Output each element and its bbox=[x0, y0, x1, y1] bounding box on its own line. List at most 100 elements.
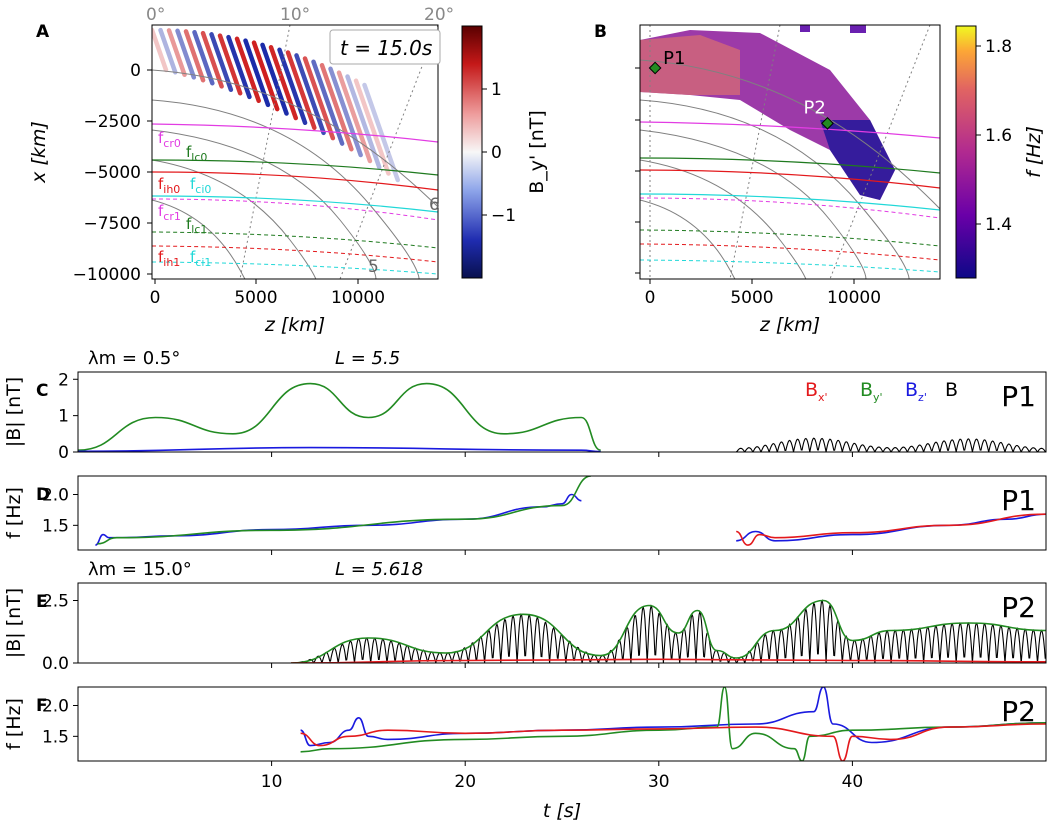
series-bz bbox=[95, 493, 582, 546]
panel-a-label: A bbox=[36, 22, 50, 42]
field-line-l1 bbox=[640, 59, 940, 210]
panel-a-xlabel: z [km] bbox=[264, 314, 325, 336]
y-axis-label: |B| [nT] bbox=[3, 588, 25, 658]
y-axis-label: |B| [nT] bbox=[3, 377, 25, 447]
wave-stripe bbox=[302, 56, 336, 141]
panel-label: D bbox=[36, 485, 50, 505]
y-tick-label: 2.0 bbox=[42, 697, 69, 717]
wave-stripe bbox=[183, 29, 206, 83]
legend-entry: By' bbox=[860, 379, 883, 404]
point-markers: P1 P2 bbox=[648, 48, 834, 130]
flc1-curve bbox=[640, 229, 940, 247]
series-by bbox=[290, 599, 1046, 663]
y-axis-label: f [Hz] bbox=[3, 698, 25, 750]
wave-stripe bbox=[192, 29, 215, 86]
panel-label: F bbox=[36, 696, 48, 716]
panel-a-ylabel: x [km] bbox=[28, 121, 50, 184]
field-line-l3 bbox=[152, 129, 377, 279]
time-box: t = 15.0s bbox=[329, 29, 441, 65]
colorbar-a-tick: −1 bbox=[491, 206, 516, 226]
x-axis-label: t [s] bbox=[543, 800, 581, 822]
panel-a: A t = 15.0s bbox=[28, 5, 548, 336]
panel-d: Df [Hz] 1.5 2.0 P1 bbox=[3, 475, 1047, 555]
y-tick-label: 1.5 bbox=[42, 516, 69, 536]
field-line-l4 bbox=[152, 159, 317, 279]
field-line-l5 bbox=[152, 199, 246, 279]
panel-b-xlabel: z [km] bbox=[759, 314, 820, 336]
point-label-p1: P1 bbox=[663, 48, 685, 69]
fcr1-curve bbox=[152, 198, 438, 221]
panel-f: Ff [Hz] 1.5 2.0 10 20 30 40 t [s] P2 bbox=[3, 686, 1047, 822]
plot-area bbox=[78, 382, 1046, 452]
y-tick: −10000 bbox=[73, 265, 141, 285]
plot-frame bbox=[77, 475, 1047, 551]
wave-stripe bbox=[285, 50, 317, 130]
series-bz bbox=[736, 513, 1046, 542]
fcr0-curve bbox=[640, 121, 940, 139]
y-tick: −7500 bbox=[83, 214, 141, 234]
legend-entry: Bx' bbox=[805, 379, 828, 404]
x-tick: 0 bbox=[645, 288, 656, 308]
wave-stripe bbox=[158, 27, 178, 75]
wave-stripe bbox=[166, 28, 187, 78]
series-bx bbox=[300, 723, 1046, 761]
legend-entry: Bz' bbox=[905, 379, 927, 404]
wave-stripe bbox=[217, 33, 243, 96]
point-tag: P1 bbox=[1001, 484, 1036, 517]
series-bz bbox=[78, 446, 601, 452]
wave-stripe bbox=[268, 44, 299, 121]
point-marker-p1 bbox=[648, 61, 662, 75]
wave-stripe bbox=[353, 78, 391, 176]
field-line-l1 bbox=[152, 69, 438, 208]
latitude-line-10 bbox=[239, 25, 291, 279]
lat-tick-10: 10° bbox=[280, 5, 310, 25]
point-tag: P2 bbox=[1001, 591, 1036, 624]
series-bz bbox=[300, 687, 1046, 747]
plot-frame bbox=[77, 371, 1047, 453]
wave-stripe bbox=[319, 62, 354, 152]
colorbar-a: 1 0 −1 B_y' [nT] bbox=[461, 25, 548, 279]
plot-frame bbox=[77, 582, 1047, 664]
series-b-oscillation bbox=[736, 437, 1046, 452]
y-tick: −5000 bbox=[83, 163, 141, 183]
fcr1-curve bbox=[640, 197, 940, 219]
y-tick-label: 0 bbox=[58, 443, 69, 463]
y-tick-label: 1.5 bbox=[42, 727, 69, 747]
flc0-curve bbox=[152, 159, 438, 176]
series-by bbox=[97, 476, 592, 545]
colorbar-b-tick: 1.8 bbox=[985, 37, 1012, 57]
frequency-map-speck bbox=[800, 25, 810, 32]
flc0-curve bbox=[640, 157, 940, 174]
field-line-l4 bbox=[640, 159, 807, 279]
colorbar-a-tick: 0 bbox=[491, 143, 502, 163]
panel-a-y-axis: 0 −2500 −5000 −7500 −10000 x [km] bbox=[28, 61, 152, 285]
y-axis-label: f [Hz] bbox=[3, 487, 25, 539]
plot-area bbox=[300, 687, 1046, 761]
x-tick: 10000 bbox=[331, 288, 385, 308]
fih1-curve bbox=[640, 243, 940, 261]
fcr0-curve bbox=[152, 123, 438, 143]
panel-label: E bbox=[36, 592, 48, 612]
series-b-oscillation bbox=[291, 599, 1046, 663]
colorbar-b-tick: 1.4 bbox=[985, 215, 1012, 235]
field-line-l5 bbox=[640, 199, 736, 279]
colorbar-a-label: B_y' [nT] bbox=[526, 110, 548, 194]
time-series-panels: Cλm = 0.5° L = 5.5 |B| [nT] 0 1 2 P1 Bx' By' Bz' B… bbox=[3, 348, 1047, 822]
x-tick-label: 20 bbox=[454, 772, 476, 792]
panel-b-plot-area: P1 P2 bbox=[640, 25, 940, 279]
panel-c: Cλm = 0.5° L = 5.5 |B| [nT] 0 1 2 P1 Bx' By' Bz' B bbox=[3, 348, 1047, 463]
wave-stripe bbox=[175, 28, 197, 80]
fih0-curve bbox=[152, 171, 438, 191]
fci0-curve bbox=[152, 195, 438, 213]
wave-stripe bbox=[328, 66, 363, 158]
y-tick-label: 2.0 bbox=[42, 486, 69, 506]
x-tick-label: 10 bbox=[261, 772, 283, 792]
latitude-line-20 bbox=[339, 25, 438, 279]
point-label-p2: P2 bbox=[803, 97, 825, 118]
x-tick: 0 bbox=[150, 288, 161, 308]
legend-entry: B bbox=[945, 379, 958, 401]
latitude-line-10 bbox=[729, 25, 781, 279]
x-tick: 10000 bbox=[827, 288, 881, 308]
colorbar-b: 1.8 1.6 1.4 f [Hz] bbox=[955, 25, 1045, 279]
